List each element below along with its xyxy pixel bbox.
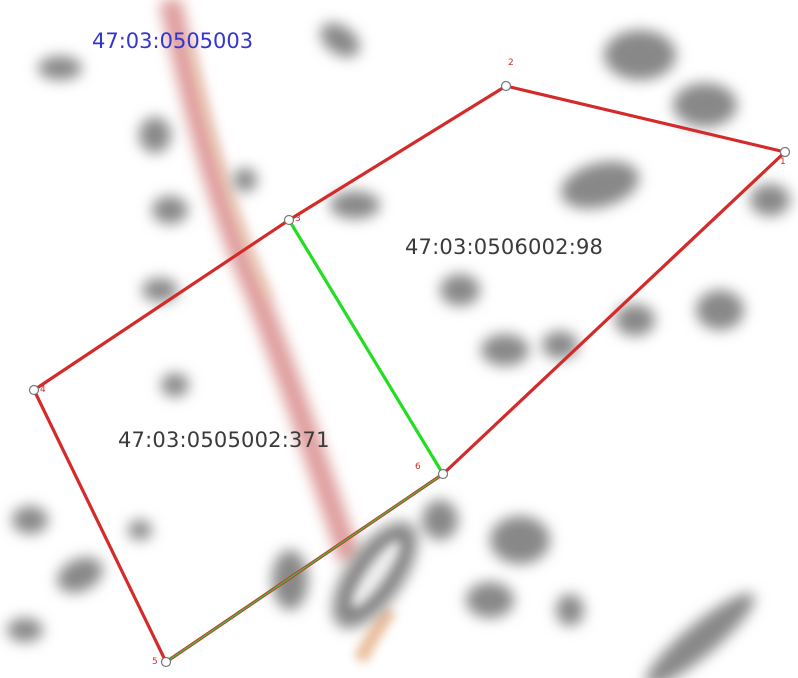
road-edge: [187, 39, 273, 302]
vertex-1-label: 1: [780, 157, 786, 167]
building: [466, 582, 514, 618]
building: [128, 520, 152, 540]
building: [142, 278, 178, 302]
building: [57, 557, 103, 593]
vertex-2-marker[interactable]: [500, 80, 512, 92]
vertex-4-marker[interactable]: [28, 384, 40, 396]
building: [161, 373, 189, 397]
building: [696, 290, 744, 330]
building: [490, 516, 550, 564]
building: [272, 550, 308, 610]
building: [330, 191, 380, 219]
building: [481, 334, 529, 366]
building: [12, 506, 48, 534]
building: [139, 117, 171, 153]
parcel-98-label[interactable]: 47:03:0506002:98: [405, 235, 604, 259]
vertex-6-marker[interactable]: [437, 468, 449, 480]
building: [320, 22, 360, 58]
building: [750, 184, 790, 216]
road-south: [353, 606, 396, 664]
parcel-371-label[interactable]: 47:03:0505002:371: [118, 428, 330, 452]
shared-boundary[interactable]: [287, 218, 445, 476]
building: [645, 593, 755, 678]
building: [38, 56, 82, 80]
vertex-markers: [28, 80, 791, 668]
vertex-3-marker[interactable]: [283, 214, 295, 226]
building: [560, 161, 640, 209]
road: [159, 0, 361, 564]
vertex-2-label: 2: [508, 58, 514, 68]
building: [604, 30, 676, 80]
parcel-boundaries: [32, 84, 787, 664]
building: [152, 196, 188, 224]
vertex-4-label: 4: [40, 385, 46, 395]
vertex-3-label: 3: [295, 214, 301, 224]
vertex-5-marker[interactable]: [160, 656, 172, 668]
building: [233, 168, 257, 192]
building-courtyard: [351, 540, 401, 608]
building: [440, 274, 480, 306]
vertex-6-label: 6: [415, 462, 421, 472]
parcel-98-boundary[interactable]: [287, 84, 787, 476]
vertex-1-marker[interactable]: [779, 146, 791, 158]
cadastral-quarter-label: 47:03:0505003: [92, 29, 254, 53]
building: [556, 594, 584, 626]
parcel-371-south-boundary-overlay: [165, 473, 444, 663]
building: [673, 83, 737, 127]
building: [615, 304, 655, 336]
background-layer: [7, 0, 790, 678]
building: [7, 618, 43, 642]
building: [422, 500, 458, 540]
vertex-5-label: 5: [152, 657, 158, 667]
building: [542, 331, 578, 359]
